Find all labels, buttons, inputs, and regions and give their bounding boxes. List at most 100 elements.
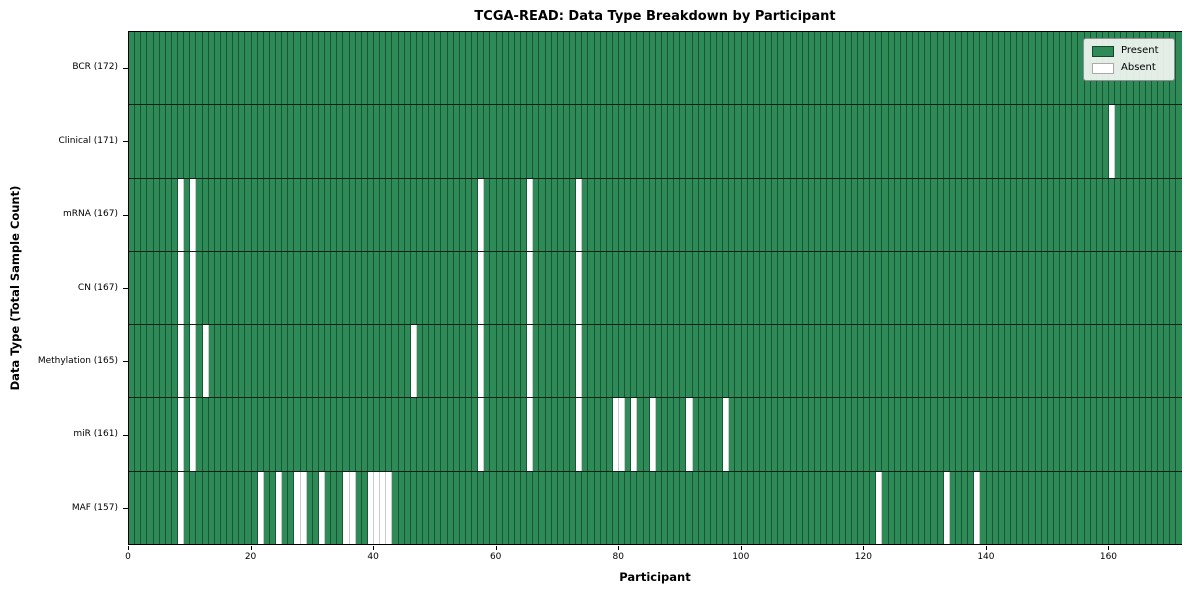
heatmap-cell-present bbox=[227, 325, 234, 398]
heatmap-cell-present bbox=[1139, 178, 1146, 251]
heatmap-cell-present bbox=[563, 32, 570, 105]
heatmap-cell-present bbox=[478, 471, 485, 544]
heatmap-cell-present bbox=[1072, 471, 1079, 544]
heatmap-cell-present bbox=[349, 325, 356, 398]
heatmap-cell-present bbox=[367, 32, 374, 105]
heatmap-cell-present bbox=[784, 178, 791, 251]
heatmap-cell-present bbox=[582, 251, 589, 325]
heatmap-cell-present bbox=[484, 32, 491, 105]
heatmap-cell-present bbox=[1017, 325, 1024, 398]
heatmap-cell-present bbox=[472, 325, 479, 398]
heatmap-cell-present bbox=[502, 471, 509, 544]
heatmap-cell-present bbox=[220, 251, 227, 325]
heatmap-cell-absent bbox=[300, 471, 307, 544]
heatmap-cell-present bbox=[674, 32, 681, 105]
heatmap-cell-present bbox=[380, 251, 387, 325]
heatmap-cell-present bbox=[398, 178, 405, 251]
chart-title: TCGA-READ: Data Type Breakdown by Partic… bbox=[474, 9, 836, 24]
heatmap-cell-present bbox=[557, 325, 564, 398]
heatmap-cell-present bbox=[612, 178, 619, 251]
heatmap-cell-present bbox=[1047, 251, 1054, 325]
heatmap-cell-present bbox=[992, 32, 999, 105]
heatmap-cell-absent bbox=[649, 398, 656, 471]
heatmap-cell-present bbox=[325, 105, 332, 178]
legend-entry-absent: Absent bbox=[1092, 62, 1166, 74]
heatmap-cell-present bbox=[857, 325, 864, 398]
heatmap-cell-present bbox=[380, 178, 387, 251]
heatmap-cell-present bbox=[986, 251, 993, 325]
heatmap-cell-present bbox=[312, 398, 319, 471]
heatmap-cell-present bbox=[355, 178, 362, 251]
y-tick-mark bbox=[123, 361, 128, 363]
heatmap-cell-present bbox=[729, 325, 736, 398]
heatmap-cell-present bbox=[214, 32, 221, 105]
heatmap-cell-present bbox=[1115, 325, 1122, 398]
heatmap-cell-present bbox=[404, 398, 411, 471]
heatmap-cell-present bbox=[380, 325, 387, 398]
heatmap-cell-present bbox=[570, 251, 577, 325]
heatmap-cell-present bbox=[361, 178, 368, 251]
heatmap-cell-present bbox=[1078, 251, 1085, 325]
heatmap-cell-present bbox=[778, 105, 785, 178]
x-tick-label-0: 0 bbox=[125, 552, 131, 562]
heatmap-cell-present bbox=[190, 471, 197, 544]
heatmap-cell-present bbox=[251, 471, 258, 544]
heatmap-cell-present bbox=[1133, 105, 1140, 178]
heatmap-cell-present bbox=[392, 105, 399, 178]
heatmap-cell-present bbox=[1158, 178, 1165, 251]
heatmap-cell-present bbox=[386, 178, 393, 251]
heatmap-cell-present bbox=[214, 251, 221, 325]
heatmap-cell-present bbox=[490, 325, 497, 398]
heatmap-cell-present bbox=[735, 471, 742, 544]
heatmap-cell-present bbox=[1084, 178, 1091, 251]
heatmap-cell-absent bbox=[190, 398, 197, 471]
heatmap-cell-present bbox=[214, 325, 221, 398]
heatmap-cell-present bbox=[459, 32, 466, 105]
heatmap-cell-present bbox=[600, 251, 607, 325]
heatmap-cell-present bbox=[527, 32, 534, 105]
heatmap-cell-present bbox=[845, 32, 852, 105]
heatmap-cell-present bbox=[423, 32, 430, 105]
heatmap-cell-present bbox=[1004, 471, 1011, 544]
heatmap-cell-present bbox=[680, 471, 687, 544]
heatmap-cell-present bbox=[349, 398, 356, 471]
heatmap-cell-present bbox=[710, 105, 717, 178]
heatmap-cell-present bbox=[704, 398, 711, 471]
heatmap-cell-present bbox=[668, 251, 675, 325]
heatmap-cell-present bbox=[257, 178, 264, 251]
heatmap-cell-present bbox=[661, 251, 668, 325]
heatmap-cell-present bbox=[992, 471, 999, 544]
heatmap-cell-present bbox=[772, 251, 779, 325]
heatmap-cell-present bbox=[1066, 32, 1073, 105]
heatmap-cell-present bbox=[808, 251, 815, 325]
heatmap-cell-present bbox=[594, 325, 601, 398]
heatmap-cell-present bbox=[129, 105, 136, 178]
heatmap-cell-present bbox=[165, 325, 172, 398]
heatmap-cell-present bbox=[410, 398, 417, 471]
heatmap-cell-present bbox=[919, 178, 926, 251]
heatmap-cell-present bbox=[735, 105, 742, 178]
heatmap-cell-present bbox=[588, 251, 595, 325]
heatmap-cell-present bbox=[625, 105, 632, 178]
heatmap-cell-present bbox=[1121, 398, 1128, 471]
heatmap-cell-present bbox=[772, 32, 779, 105]
heatmap-cell-present bbox=[1023, 471, 1030, 544]
x-tick-label-120: 120 bbox=[854, 552, 872, 562]
heatmap-cell-present bbox=[349, 105, 356, 178]
heatmap-cell-present bbox=[821, 251, 828, 325]
heatmap-cell-present bbox=[257, 32, 264, 105]
heatmap-cell-present bbox=[312, 178, 319, 251]
heatmap-cell-present bbox=[710, 251, 717, 325]
heatmap-cell-present bbox=[1170, 471, 1177, 544]
y-tick-mark bbox=[123, 288, 128, 289]
heatmap-cell-present bbox=[998, 105, 1005, 178]
heatmap-cell-present bbox=[404, 178, 411, 251]
heatmap-cell-present bbox=[300, 178, 307, 251]
heatmap-cell-present bbox=[870, 178, 877, 251]
heatmap-cell-present bbox=[643, 32, 650, 105]
heatmap-cell-present bbox=[521, 325, 528, 398]
heatmap-cell-present bbox=[680, 178, 687, 251]
heatmap-cell-present bbox=[894, 471, 901, 544]
heatmap-cell-absent bbox=[619, 398, 626, 471]
heatmap-cell-present bbox=[423, 398, 430, 471]
